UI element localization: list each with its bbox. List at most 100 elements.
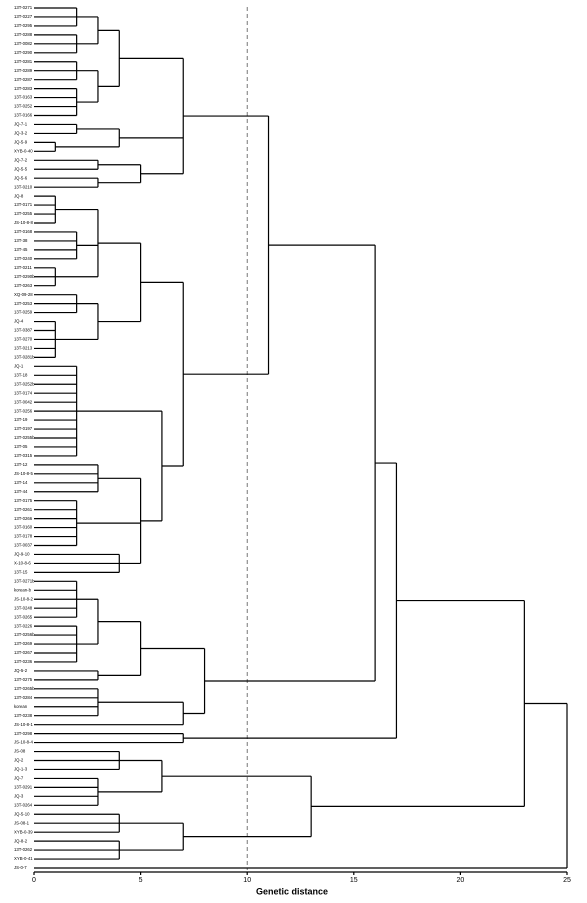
leaf-label: JQ-5-2 bbox=[14, 668, 28, 673]
leaf-label: 13T-0226 bbox=[14, 623, 33, 628]
leaf-label: 13T-0263 bbox=[14, 283, 33, 288]
leaf-label: 13T-0281 bbox=[14, 59, 33, 64]
leaf-label: 13T-0174 bbox=[14, 390, 33, 395]
leaf-label: 13T-0253 bbox=[14, 301, 33, 306]
leaf-label: 13T-0255b bbox=[14, 435, 35, 440]
leaf-label: 13T-0238 bbox=[14, 713, 33, 718]
leaf-label: 13T-0284 bbox=[14, 695, 33, 700]
leaf-label: 13T-0211 bbox=[14, 265, 32, 270]
leaf-label: 13T-0259 bbox=[14, 310, 33, 315]
leaf-label: 13T-0315 bbox=[14, 453, 33, 458]
leaf-label: 13T-0175 bbox=[14, 498, 33, 503]
leaf-label: X-10-8-6 bbox=[14, 561, 31, 566]
x-tick-label: 0 bbox=[32, 877, 36, 884]
leaf-label: 13T-0288 bbox=[14, 32, 33, 37]
leaf-label: 13T-0290b bbox=[14, 274, 35, 279]
leaf-label: 13T-45 bbox=[14, 247, 28, 252]
leaf-label: 13T-12 bbox=[14, 462, 28, 467]
leaf-label: JS-10-8-1 bbox=[14, 722, 33, 727]
leaf-label: 13T-0252 bbox=[14, 104, 33, 109]
leaf-label: 13T-15 bbox=[14, 570, 28, 575]
leaf-label: 13T-0295 bbox=[14, 23, 33, 28]
leaf-label: JQ-1 bbox=[14, 363, 24, 368]
leaf-label: JS-08 bbox=[14, 749, 26, 754]
leaf-label: 13T-0236 bbox=[14, 659, 33, 664]
leaf-label: 13T-0178 bbox=[14, 534, 33, 539]
leaf-label: 13T-0248 bbox=[14, 605, 33, 610]
leaf-label: 13T-0270 bbox=[14, 337, 33, 342]
leaf-label: JQ-5-9 bbox=[14, 140, 28, 145]
leaf-label: JQ-9-10 bbox=[14, 552, 30, 557]
x-tick-label: 5 bbox=[139, 877, 143, 884]
leaf-label: JQ-4 bbox=[14, 319, 24, 324]
leaf-label: 13T-0290 bbox=[14, 50, 33, 55]
leaf-label: JQ-7-1 bbox=[14, 122, 28, 127]
leaf-label: JQ-5-5 bbox=[14, 166, 28, 171]
leaf-label: JQ-8-2 bbox=[14, 838, 28, 843]
leaf-label: 13T-0227 bbox=[14, 14, 33, 19]
leaf-label: 13T-0197 bbox=[14, 426, 33, 431]
x-tick-label: 20 bbox=[457, 877, 465, 884]
leaf-label: 13T-0213 bbox=[14, 346, 33, 351]
leaf-label: 13T-14 bbox=[14, 480, 28, 485]
leaf-label: 13T-0298 bbox=[14, 731, 33, 736]
leaf-label: XYB-0-41 bbox=[14, 856, 33, 861]
leaf-label: 13T-0166 bbox=[14, 113, 33, 118]
leaf-label: JQ-1-3 bbox=[14, 767, 28, 772]
leaf-label: 13T-0265b bbox=[14, 686, 35, 691]
leaf-label: JQ-7-2 bbox=[14, 157, 28, 162]
leaf-label: JS-10-8-2 bbox=[14, 596, 33, 601]
leaf-label: 13T-05 bbox=[14, 444, 28, 449]
leaf-label: XYB-0-39 bbox=[14, 829, 33, 834]
leaf-label: 13T-0210 bbox=[14, 184, 33, 189]
leaf-label: 13T-0261 bbox=[14, 507, 33, 512]
leaf-label: JS-10-8-4 bbox=[14, 740, 33, 745]
leaf-label: 13T-0252b bbox=[14, 381, 35, 386]
leaf-label: JQ-5-6 bbox=[14, 175, 28, 180]
leaf-label: 13T-0168 bbox=[14, 229, 33, 234]
leaf-label: 13T-0255 bbox=[14, 211, 33, 216]
leaf-label: 13T-18 bbox=[14, 372, 28, 377]
leaf-label: 13T-0275 bbox=[14, 677, 33, 682]
leaf-label: 13T-0262 bbox=[14, 847, 33, 852]
leaf-label: 13T-0271 bbox=[14, 5, 33, 10]
leaf-label: 13T-0256b bbox=[14, 632, 35, 637]
leaf-label: 13T-0265 bbox=[14, 614, 33, 619]
leaf-label: JQ-5-10 bbox=[14, 811, 30, 816]
leaf-label: korean-b bbox=[14, 587, 32, 592]
leaf-label: 13T-0163 bbox=[14, 95, 33, 100]
leaf-label: 13T-0160 bbox=[14, 525, 33, 530]
leaf-label: 13T-0240 bbox=[14, 256, 33, 261]
leaf-label: 13T-0042 bbox=[14, 399, 33, 404]
x-axis-title: Genetic distance bbox=[256, 886, 328, 896]
leaf-label: 13T-0264 bbox=[14, 802, 33, 807]
leaf-label: 13T-0171 bbox=[14, 202, 33, 207]
leaf-label: 13T-0387 bbox=[14, 328, 33, 333]
leaf-label: 13T-0283 bbox=[14, 86, 33, 91]
leaf-label: 13T-0281b bbox=[14, 355, 35, 360]
leaf-label: 13T-0269 bbox=[14, 641, 33, 646]
leaf-label: JS-10-8-5 bbox=[14, 471, 33, 476]
leaf-label: 13T-38 bbox=[14, 238, 28, 243]
leaf-label: 13T-0037 bbox=[14, 543, 33, 548]
leaf-label: 13T-44 bbox=[14, 489, 28, 494]
leaf-label: JQ-8 bbox=[14, 193, 24, 198]
leaf-label: JS-08-1 bbox=[14, 820, 30, 825]
leaf-label: XYB-0-40 bbox=[14, 148, 33, 153]
leaf-label: JQ-2 bbox=[14, 758, 24, 763]
leaf-label: 13T-19 bbox=[14, 417, 28, 422]
leaf-label: JS-0-7 bbox=[14, 865, 27, 870]
leaf-label: 13T-0266 bbox=[14, 516, 33, 521]
leaf-label: 13T-0291 bbox=[14, 785, 33, 790]
leaf-label: JQ-3-2 bbox=[14, 131, 28, 136]
leaf-label: 13T-0256 bbox=[14, 408, 33, 413]
x-tick-label: 10 bbox=[243, 877, 251, 884]
leaf-label: 13T-0271b bbox=[14, 578, 35, 583]
leaf-label: 13T-0267 bbox=[14, 650, 33, 655]
leaf-label: JQ-7 bbox=[14, 776, 24, 781]
leaf-label: JQ-3 bbox=[14, 793, 24, 798]
leaf-label: korean bbox=[14, 704, 28, 709]
leaf-label: 13T-0287 bbox=[14, 77, 33, 82]
leaf-label: JS-10-8-8 bbox=[14, 220, 33, 225]
